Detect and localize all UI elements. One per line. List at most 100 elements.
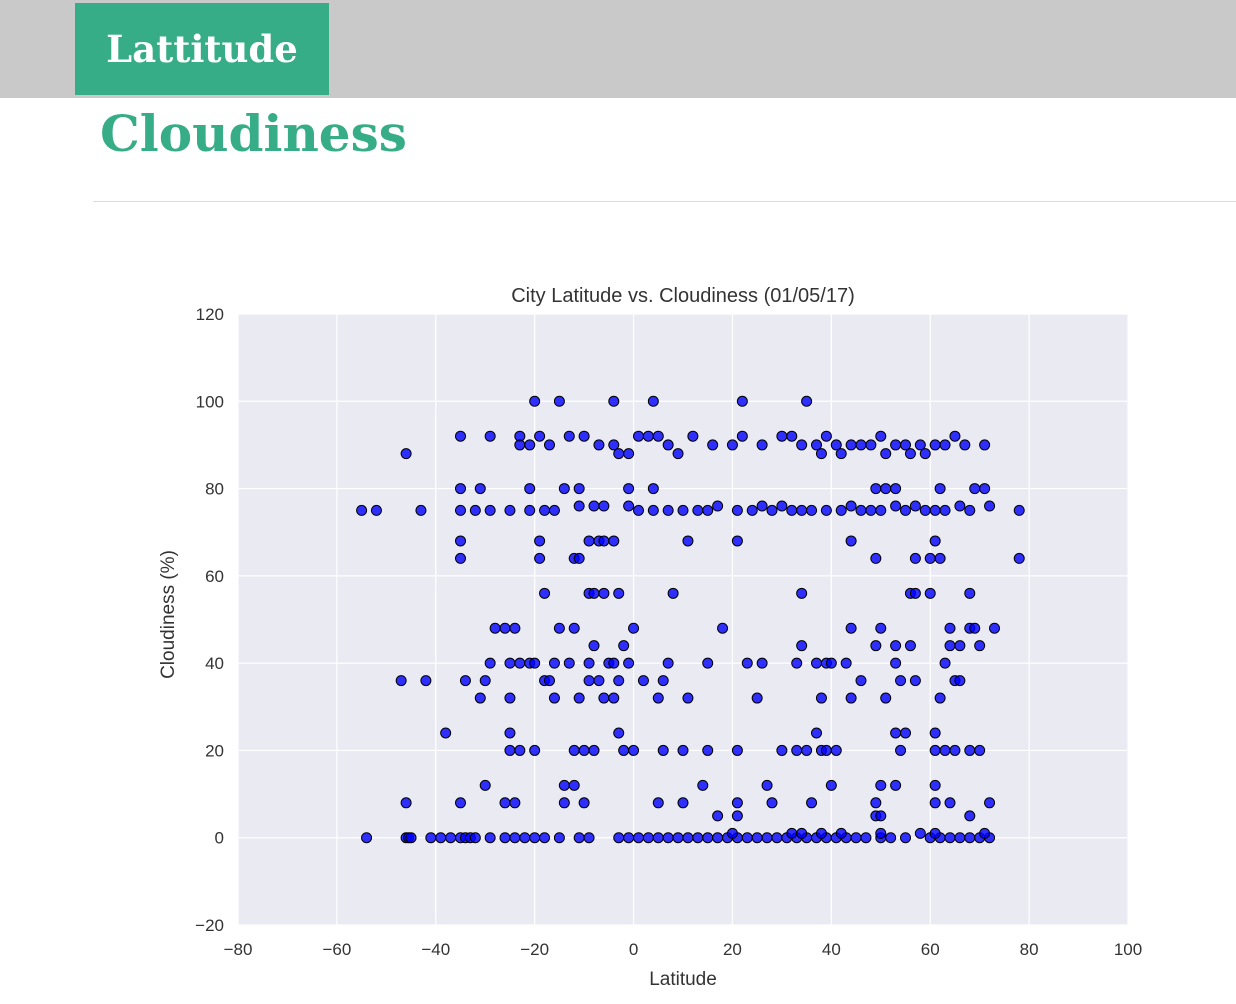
data-point xyxy=(776,430,788,442)
data-point xyxy=(815,692,827,704)
data-point xyxy=(890,727,902,739)
y-tick-label: 40 xyxy=(205,654,224,673)
data-point xyxy=(731,504,743,516)
data-point xyxy=(613,727,625,739)
data-point xyxy=(588,744,600,756)
data-point xyxy=(766,504,778,516)
data-point xyxy=(835,504,847,516)
grid-lines xyxy=(237,313,1129,926)
data-point xyxy=(855,504,867,516)
data-point xyxy=(944,622,956,634)
nav-tab-lattitude[interactable]: Lattitude xyxy=(75,3,329,95)
data-point xyxy=(815,827,827,839)
data-point xyxy=(593,675,605,687)
data-point xyxy=(534,535,546,547)
data-point xyxy=(484,832,496,844)
data-point xyxy=(652,797,664,809)
data-point xyxy=(929,535,941,547)
x-axis-label: Latitude xyxy=(649,969,717,990)
data-point xyxy=(598,535,610,547)
data-point xyxy=(652,430,664,442)
data-point xyxy=(539,587,551,599)
data-point xyxy=(647,483,659,495)
data-point xyxy=(825,657,837,669)
data-point xyxy=(796,640,808,652)
data-point xyxy=(707,439,719,451)
data-point xyxy=(712,832,724,844)
data-point xyxy=(865,504,877,516)
data-point xyxy=(425,832,437,844)
data-point xyxy=(573,692,585,704)
data-point xyxy=(875,810,887,822)
data-point xyxy=(756,439,768,451)
data-point xyxy=(455,504,466,516)
x-tick-label: 100 xyxy=(1114,940,1142,959)
y-tick-label: 120 xyxy=(196,305,224,324)
y-tick-label: 60 xyxy=(205,567,224,586)
data-point xyxy=(895,675,907,687)
data-point xyxy=(578,430,590,442)
data-point xyxy=(623,500,635,512)
data-point xyxy=(504,657,516,669)
data-point xyxy=(726,827,738,839)
data-point xyxy=(623,448,635,460)
data-point xyxy=(672,448,684,460)
data-point xyxy=(647,504,659,516)
data-point xyxy=(647,395,659,407)
data-point xyxy=(469,832,481,844)
data-point xyxy=(558,797,570,809)
data-point xyxy=(736,395,748,407)
data-point xyxy=(613,832,625,844)
data-point xyxy=(395,675,407,687)
data-point xyxy=(914,439,926,451)
data-point xyxy=(909,587,921,599)
data-point xyxy=(598,500,610,512)
data-point xyxy=(642,430,654,442)
data-point xyxy=(544,675,555,687)
data-point xyxy=(608,692,620,704)
data-point xyxy=(801,395,813,407)
data-point xyxy=(563,430,575,442)
data-point xyxy=(633,832,644,844)
data-point xyxy=(904,640,916,652)
data-point xyxy=(534,430,546,442)
data-point xyxy=(529,395,541,407)
data-point xyxy=(682,692,694,704)
data-point xyxy=(578,797,590,809)
x-tick-label: −60 xyxy=(322,940,351,959)
data-point xyxy=(825,779,837,791)
data-point xyxy=(964,832,976,844)
scatter-chart: −80 −60 −40 −20 0 20 40 60 80 100 −20 0 20 40 60 80 100 1… xyxy=(158,285,1142,990)
data-point xyxy=(583,832,595,844)
data-point xyxy=(573,832,585,844)
data-point xyxy=(900,439,911,451)
data-point xyxy=(979,827,991,839)
data-point xyxy=(544,439,555,451)
data-point xyxy=(796,827,808,839)
data-point xyxy=(613,675,625,687)
data-point xyxy=(573,500,585,512)
data-point xyxy=(484,430,496,442)
data-point xyxy=(845,439,857,451)
data-point xyxy=(539,504,551,516)
data-point xyxy=(558,483,570,495)
data-point xyxy=(514,439,526,451)
data-point xyxy=(578,744,590,756)
data-point xyxy=(890,657,902,669)
data-point xyxy=(870,552,882,564)
x-tick-label: −20 xyxy=(520,940,549,959)
data-point xyxy=(756,657,768,669)
data-point xyxy=(820,744,832,756)
data-point xyxy=(514,744,526,756)
data-point xyxy=(890,500,902,512)
data-point xyxy=(455,797,466,809)
data-point xyxy=(949,744,961,756)
data-point xyxy=(815,448,827,460)
data-point xyxy=(944,797,956,809)
data-point xyxy=(598,587,610,599)
data-point xyxy=(801,744,813,756)
data-point xyxy=(702,657,714,669)
data-point xyxy=(370,504,382,516)
data-point xyxy=(474,483,486,495)
data-point xyxy=(652,832,664,844)
